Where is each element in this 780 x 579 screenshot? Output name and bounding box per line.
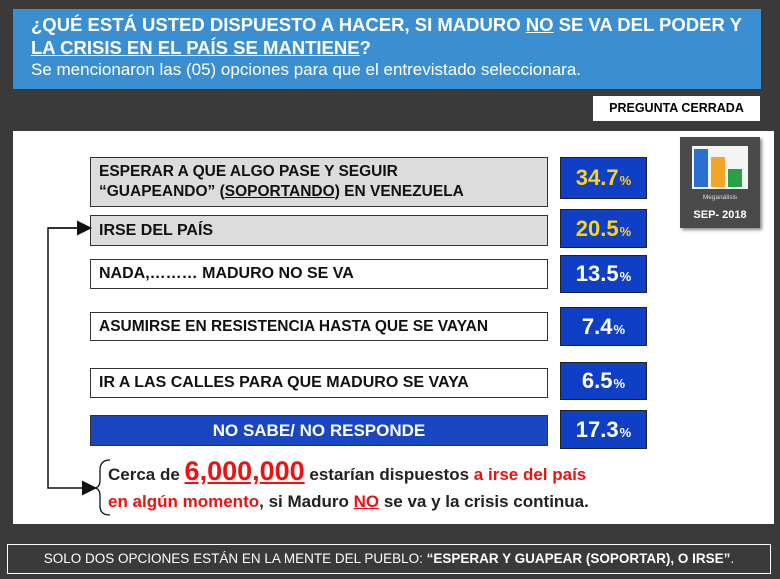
value-no-answer: 17.3%: [560, 410, 647, 449]
option-leave-country: IRSE DEL PAÍS: [90, 215, 548, 246]
question-title: ¿QUÉ ESTÁ USTED DISPUESTO A HACER, SI MA…: [31, 14, 742, 58]
footer-conclusion: SOLO DOS OPCIONES ESTÁN EN LA MENTE DEL …: [7, 544, 771, 574]
svg-text:Meganálisis: Meganálisis: [703, 194, 738, 201]
value-wait: 34.7%: [560, 157, 647, 199]
value-leave-country: 20.5%: [560, 209, 647, 248]
option-no-answer: NO SABE/ NO RESPONDE: [90, 415, 548, 446]
option-streets: IR A LAS CALLES PARA QUE MADURO SE VAYA: [90, 368, 548, 398]
value-streets: 6.5%: [560, 362, 647, 400]
option-wait: ESPERAR A QUE ALGO PASE Y SEGUIR “GUAPEAN…: [90, 157, 548, 207]
value-nothing: 13.5%: [560, 255, 647, 293]
closed-question-tag: PREGUNTA CERRADA: [593, 96, 760, 121]
conclusion-note: Cerca de 6,000,000 estarían dispuestos a…: [108, 456, 589, 512]
question-header: ¿QUÉ ESTÁ USTED DISPUESTO A HACER, SI MA…: [13, 9, 761, 89]
value-resistance: 7.4%: [560, 307, 647, 346]
meganalisis-logo: Meganálisis SEP- 2018: [680, 137, 760, 228]
option-resistance: ASUMIRSE EN RESISTENCIA HASTA QUE SE VAY…: [90, 312, 548, 341]
logo-date: SEP- 2018: [693, 209, 747, 221]
question-subtitle: Se mencionaron las (05) opciones para qu…: [31, 60, 581, 79]
bar-logo-icon: Meganálisis: [692, 146, 748, 201]
option-nothing: NADA,……… MADURO NO SE VA: [90, 259, 548, 289]
